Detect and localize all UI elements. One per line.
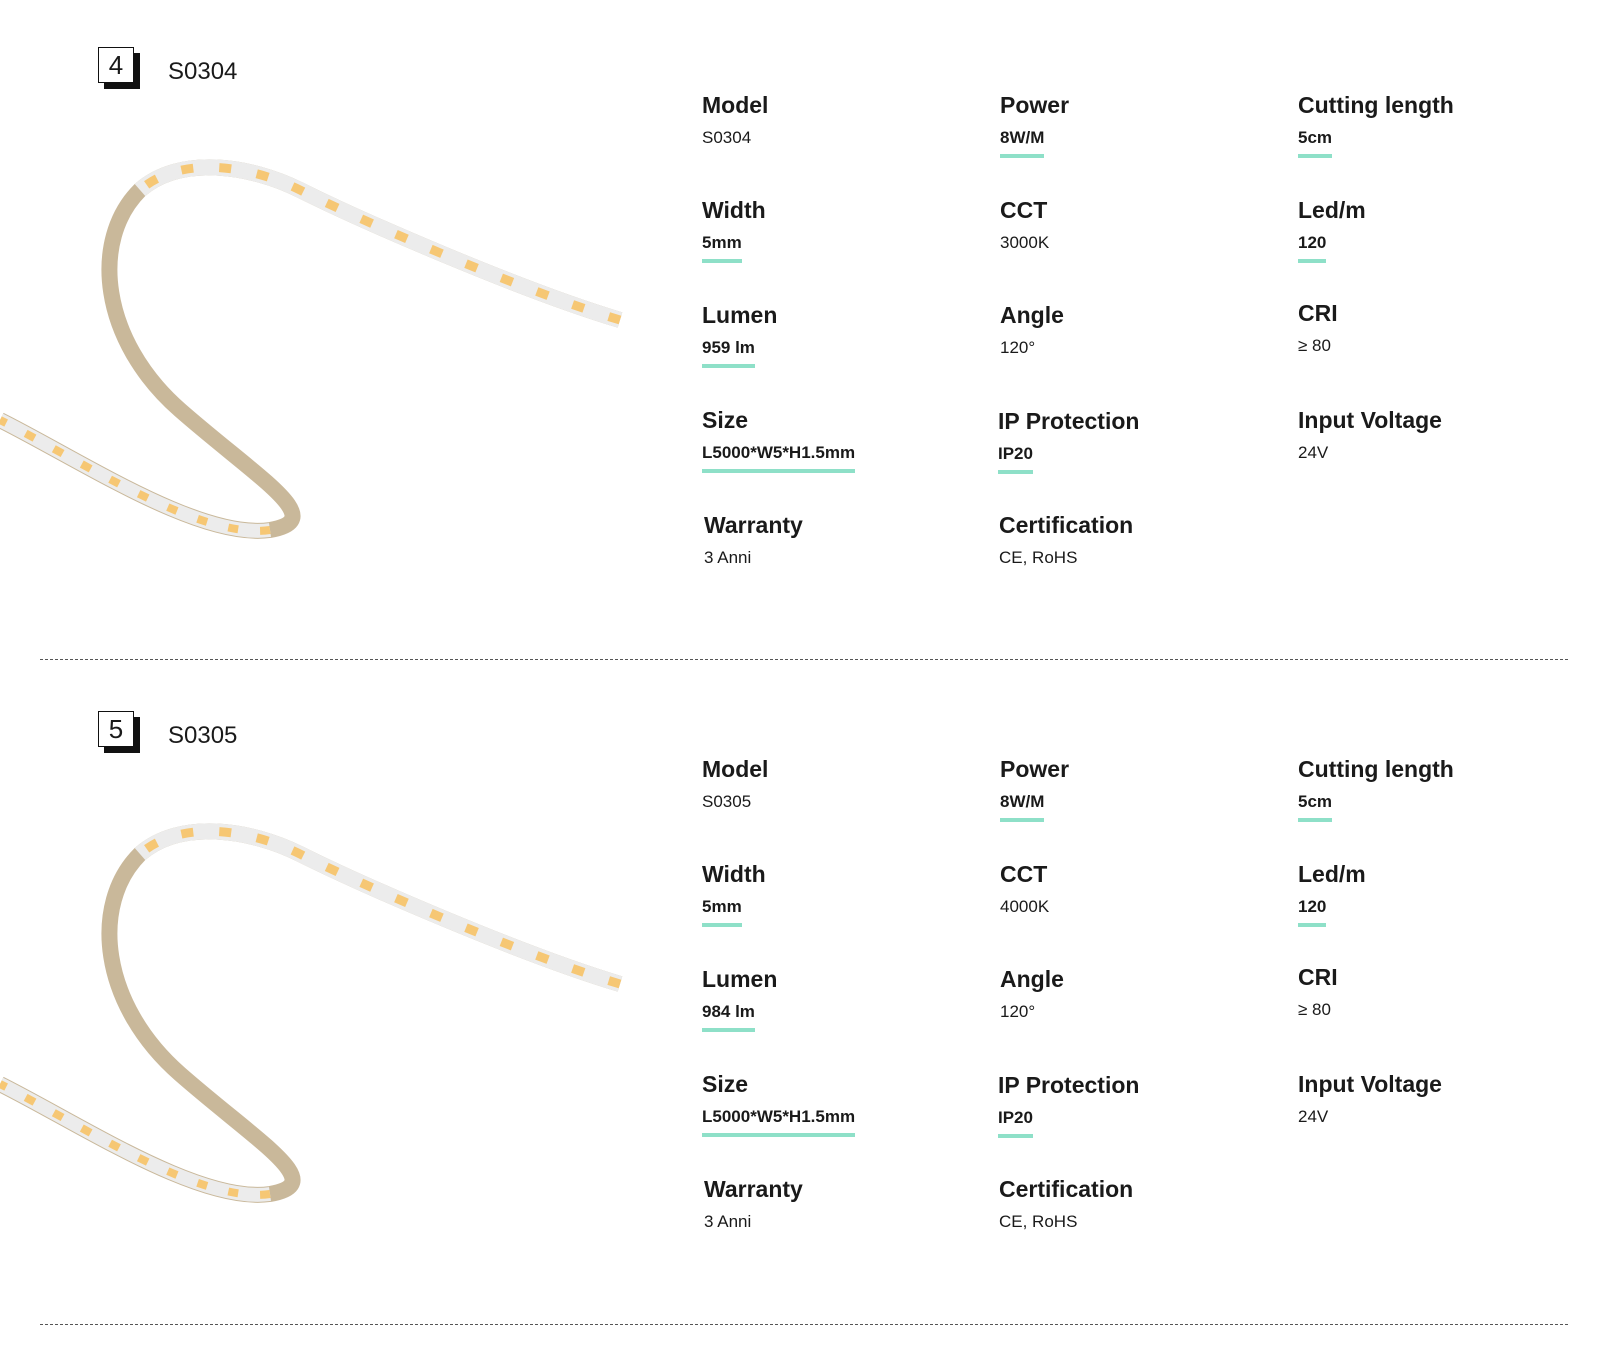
spec-label: CCT [1000,861,1048,887]
spec-value: ≥ 80 [1298,336,1331,355]
spec-ip-protection: IP Protection IP20 [998,1072,1139,1138]
spec-angle: Angle 120° [1000,966,1064,1022]
section-divider [40,1324,1568,1325]
spec-value: 4000K [1000,897,1050,916]
spec-value: 120° [1000,338,1036,357]
spec-model: Model S0304 [702,92,768,148]
spec-value: 120° [1000,1002,1036,1021]
spec-input-voltage: Input Voltage 24V [1298,407,1442,463]
spec-label: Led/m [1298,861,1366,887]
spec-value: 120 [1298,233,1327,263]
spec-label: CCT [1000,197,1048,223]
spec-value: 5mm [702,897,742,927]
spec-value: S0304 [702,128,752,147]
led-strip-image [0,823,623,1203]
spec-lumen: Lumen 984 lm [702,966,777,1032]
spec-label: Certification [999,1176,1134,1202]
spec-value: IP20 [998,1108,1033,1138]
spec-led-per-m: Led/m 120 [1298,861,1366,927]
spec-angle: Angle 120° [1000,302,1064,358]
spec-model: Model S0305 [702,756,768,812]
spec-label: Angle [1000,966,1064,992]
spec-label: Certification [999,512,1134,538]
section-number: 4 [98,47,134,83]
spec-label: Size [702,407,749,433]
product-section-s0305: 5 S0305 Model S0305 Power 8W/M Cutting l… [0,664,1600,1344]
spec-value: 120 [1298,897,1327,927]
spec-cct: CCT 3000K [1000,197,1049,253]
spec-value: 8W/M [1000,792,1045,822]
spec-value: 5cm [1298,792,1333,822]
spec-value: 959 lm [702,338,755,368]
spec-warranty: Warranty 3 Anni [704,512,803,568]
spec-size: Size L5000*W5*H1.5mm [702,1071,856,1137]
section-number: 5 [98,711,134,747]
spec-label: IP Protection [998,408,1140,434]
spec-value: 3 Anni [704,548,752,567]
section-model-title: S0305 [168,722,238,749]
spec-cutting-length: Cutting length 5cm [1298,756,1454,822]
spec-label: Width [702,861,766,887]
spec-value: 5cm [1298,128,1333,158]
spec-certification: Certification CE, RoHS [999,1176,1133,1232]
spec-cri: CRI ≥ 80 [1298,964,1338,1020]
spec-label: Cutting length [1298,756,1454,782]
spec-label: Input Voltage [1298,407,1442,433]
spec-value: 3 Anni [704,1212,752,1231]
spec-label: Model [702,92,769,118]
spec-value: S0305 [702,792,752,811]
section-number-badge: 4 [98,47,140,89]
spec-label: Warranty [704,1176,803,1202]
spec-input-voltage: Input Voltage 24V [1298,1071,1442,1127]
spec-value: L5000*W5*H1.5mm [702,1107,856,1137]
product-section-s0304: 4 S0304 Model S0304 Power 8W/M Cutting l… [0,47,1454,568]
spec-label: Width [702,197,766,223]
spec-cct: CCT 4000K [1000,861,1049,917]
spec-value: 24V [1298,1107,1329,1126]
spec-ip-protection: IP Protection IP20 [998,408,1139,474]
section-number-badge: 5 [98,711,140,753]
spec-label: Warranty [704,512,803,538]
spec-label: Power [1000,92,1070,118]
led-strip-image [0,159,623,539]
spec-label: Cutting length [1298,92,1454,118]
spec-value: L5000*W5*H1.5mm [702,443,856,473]
spec-value: IP20 [998,444,1033,474]
spec-label: Led/m [1298,197,1366,223]
spec-label: IP Protection [998,1072,1140,1098]
spec-cri: CRI ≥ 80 [1298,300,1338,356]
spec-led-per-m: Led/m 120 [1298,197,1366,263]
spec-lumen: Lumen 959 lm [702,302,777,368]
spec-value: CE, RoHS [999,1212,1078,1231]
spec-width: Width 5mm [702,861,766,927]
spec-value: CE, RoHS [999,548,1078,567]
spec-value: 5mm [702,233,742,263]
section-divider [40,659,1568,660]
spec-value: 24V [1298,443,1329,462]
spec-value: 8W/M [1000,128,1045,158]
spec-cutting-length: Cutting length 5cm [1298,92,1454,158]
spec-label: CRI [1298,300,1338,326]
spec-power: Power 8W/M [1000,92,1069,158]
spec-label: Model [702,756,769,782]
spec-certification: Certification CE, RoHS [999,512,1133,568]
spec-width: Width 5mm [702,197,766,263]
spec-power: Power 8W/M [1000,756,1069,822]
spec-warranty: Warranty 3 Anni [704,1176,803,1232]
spec-label: CRI [1298,964,1338,990]
spec-label: Lumen [702,966,778,992]
spec-label: Lumen [702,302,778,328]
spec-label: Size [702,1071,749,1097]
spec-value: 984 lm [702,1002,755,1032]
spec-label: Power [1000,756,1070,782]
spec-size: Size L5000*W5*H1.5mm [702,407,856,473]
spec-value: 3000K [1000,233,1050,252]
spec-label: Input Voltage [1298,1071,1442,1097]
section-model-title: S0304 [168,58,238,85]
spec-label: Angle [1000,302,1064,328]
spec-value: ≥ 80 [1298,1000,1331,1019]
